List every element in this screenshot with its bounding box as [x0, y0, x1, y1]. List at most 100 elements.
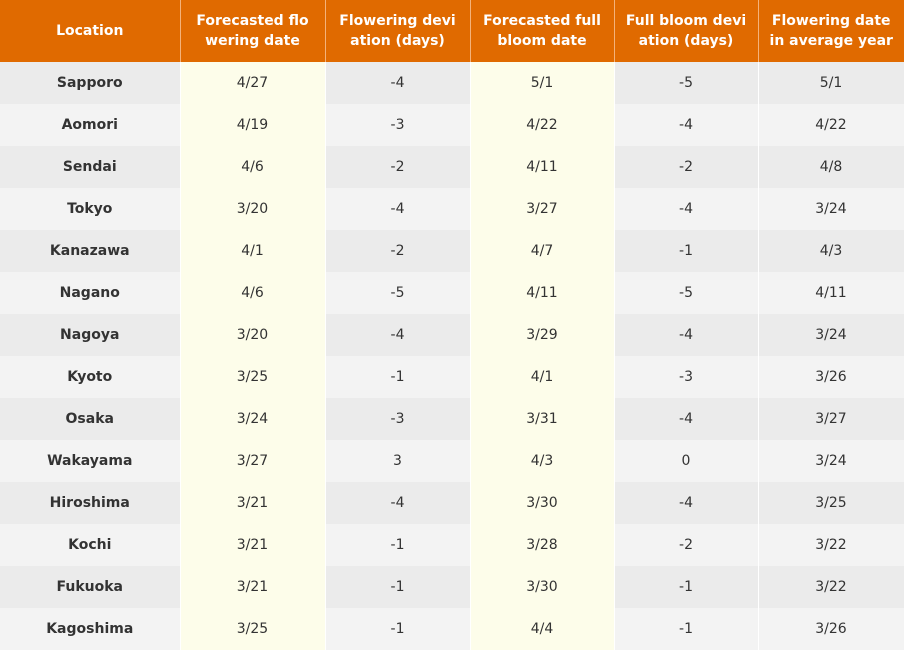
table-row: Nagano 4/6 -5 4/11 -5 4/11 [0, 272, 905, 314]
table-cell: -3 [614, 356, 759, 398]
table-cell: -4 [614, 398, 759, 440]
column-header: Flowering date in average year [758, 0, 904, 62]
table-cell: 4/27 [180, 62, 326, 104]
table-cell: 3/22 [758, 566, 905, 608]
location-cell: Fukuoka [0, 566, 181, 608]
table-cell: 3/25 [180, 608, 326, 650]
table-cell: 3/25 [758, 482, 905, 524]
table-row: Nagoya 3/20 -4 3/29 -4 3/24 [0, 314, 905, 356]
location-cell: Nagano [0, 272, 181, 314]
table-cell: 4/3 [470, 440, 615, 482]
location-cell: Kyoto [0, 356, 181, 398]
table-cell: 3/27 [470, 188, 615, 230]
table-cell: 3/27 [180, 440, 326, 482]
table-cell: 4/3 [758, 230, 905, 272]
table-row: Sapporo 4/27 -4 5/1 -5 5/1 [0, 62, 905, 104]
table-cell: 4/11 [758, 272, 905, 314]
table-cell: 5/1 [758, 62, 905, 104]
table-cell: -4 [614, 188, 759, 230]
location-cell: Kagoshima [0, 608, 181, 650]
table-cell: -2 [325, 146, 471, 188]
table-cell: -1 [614, 608, 759, 650]
table-row: Kochi 3/21 -1 3/28 -2 3/22 [0, 524, 905, 566]
column-header: Flowering deviation (days) [325, 0, 471, 62]
table-cell: 5/1 [470, 62, 615, 104]
table-cell: -4 [614, 104, 759, 146]
table-row: Osaka 3/24 -3 3/31 -4 3/27 [0, 398, 905, 440]
table-cell: -4 [614, 314, 759, 356]
column-header: Full bloom deviation (days) [614, 0, 759, 62]
table-cell: 3/30 [470, 566, 615, 608]
table-cell: 4/19 [180, 104, 326, 146]
column-header: Forecasted flowering date [180, 0, 326, 62]
table-cell: 4/11 [470, 146, 615, 188]
table-cell: -1 [325, 566, 471, 608]
table-cell: 3/27 [758, 398, 905, 440]
location-cell: Nagoya [0, 314, 181, 356]
table-row: Hiroshima 3/21 -4 3/30 -4 3/25 [0, 482, 905, 524]
table-cell: 4/22 [470, 104, 615, 146]
table-cell: 4/11 [470, 272, 615, 314]
table-cell: 3/28 [470, 524, 615, 566]
table-cell: 3/26 [758, 608, 905, 650]
location-cell: Sendai [0, 146, 181, 188]
table-cell: -4 [614, 482, 759, 524]
table-cell: -2 [325, 230, 471, 272]
location-cell: Sapporo [0, 62, 181, 104]
table-cell: -5 [614, 62, 759, 104]
table-cell: 0 [614, 440, 759, 482]
table-cell: 3/30 [470, 482, 615, 524]
table-cell: -1 [325, 524, 471, 566]
column-header: Location [0, 0, 181, 62]
location-cell: Tokyo [0, 188, 181, 230]
table-cell: 3/21 [180, 524, 326, 566]
table-cell: -1 [325, 356, 471, 398]
table-cell: 3/20 [180, 188, 326, 230]
table-cell: -3 [325, 104, 471, 146]
table-cell: -4 [325, 482, 471, 524]
table-cell: 4/6 [180, 146, 326, 188]
table-cell: 3/21 [180, 482, 326, 524]
table-cell: -5 [614, 272, 759, 314]
table-cell: -1 [614, 230, 759, 272]
location-cell: Kochi [0, 524, 181, 566]
table-row: Kyoto 3/25 -1 4/1 -3 3/26 [0, 356, 905, 398]
table-row: Kagoshima 3/25 -1 4/4 -1 3/26 [0, 608, 905, 650]
table-cell: 3/24 [758, 188, 905, 230]
table-cell: -5 [325, 272, 471, 314]
table-cell: -1 [325, 608, 471, 650]
table-row: Kanazawa 4/1 -2 4/7 -1 4/3 [0, 230, 905, 272]
table-cell: 3/29 [470, 314, 615, 356]
table-cell: -2 [614, 524, 759, 566]
table-cell: 3/20 [180, 314, 326, 356]
location-cell: Kanazawa [0, 230, 181, 272]
table-cell: 4/1 [180, 230, 326, 272]
location-cell: Osaka [0, 398, 181, 440]
table-row: Fukuoka 3/21 -1 3/30 -1 3/22 [0, 566, 905, 608]
table-cell: 4/4 [470, 608, 615, 650]
table-cell: -4 [325, 314, 471, 356]
table-row: Tokyo 3/20 -4 3/27 -4 3/24 [0, 188, 905, 230]
table-cell: 3 [325, 440, 471, 482]
table-cell: -1 [614, 566, 759, 608]
table-cell: 4/6 [180, 272, 326, 314]
table-cell: -4 [325, 188, 471, 230]
column-header: Forecasted full bloom date [470, 0, 615, 62]
table-cell: 4/1 [470, 356, 615, 398]
header-row: Location Forecasted flowering date Floweri… [0, 0, 904, 62]
table-cell: -4 [325, 62, 471, 104]
table-cell: 3/24 [758, 314, 905, 356]
table-cell: 3/26 [758, 356, 905, 398]
table-row: Aomori 4/19 -3 4/22 -4 4/22 [0, 104, 905, 146]
table-row: Wakayama 3/27 3 4/3 0 3/24 [0, 440, 905, 482]
table-cell: 3/31 [470, 398, 615, 440]
table-cell: -3 [325, 398, 471, 440]
table-cell: 3/24 [180, 398, 326, 440]
table-cell: 3/21 [180, 566, 326, 608]
table-cell: 3/24 [758, 440, 905, 482]
table-cell: 3/22 [758, 524, 905, 566]
table-cell: -2 [614, 146, 759, 188]
location-cell: Wakayama [0, 440, 181, 482]
